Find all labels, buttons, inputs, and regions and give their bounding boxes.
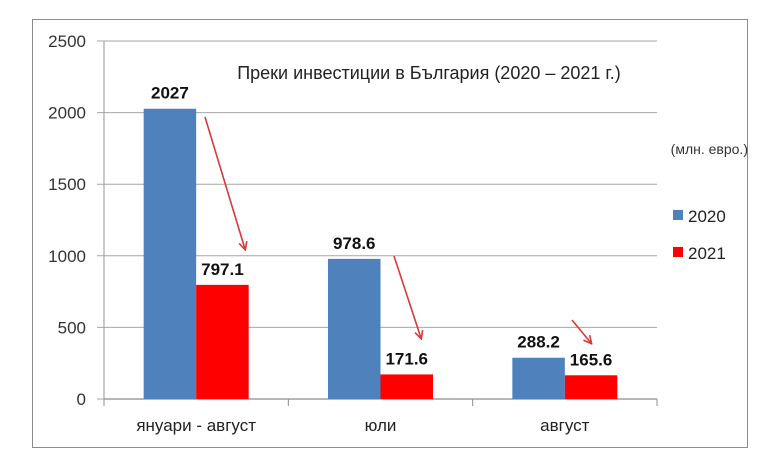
data-label: 978.6 <box>333 234 376 253</box>
data-label: 2027 <box>151 84 189 103</box>
y-tick-label: 0 <box>77 390 86 409</box>
y-tick-label: 2000 <box>48 104 86 123</box>
data-label: 797.1 <box>201 260 244 279</box>
y-tick-label: 500 <box>58 318 86 337</box>
bar-2021 <box>196 284 249 399</box>
data-label: 171.6 <box>385 349 428 368</box>
y-tick-label: 1000 <box>48 247 86 266</box>
legend: 2020 2021 <box>673 207 726 263</box>
legend-swatch-2020 <box>673 210 683 220</box>
x-category-label: юли <box>365 416 397 435</box>
legend-label: 2020 <box>688 207 726 226</box>
unit-label: (млн. евро.) <box>671 141 748 157</box>
category-group: 2027 797.1 януари - август <box>136 84 256 435</box>
legend-label: 2021 <box>688 244 726 263</box>
x-category-label: януари - август <box>136 416 256 435</box>
x-category-label: август <box>540 416 589 435</box>
legend-swatch-2021 <box>673 247 683 257</box>
decline-arrow-icon <box>393 255 421 338</box>
y-tick-label: 1500 <box>48 175 86 194</box>
decline-arrow-icon <box>571 319 591 343</box>
bar-2021 <box>380 374 433 399</box>
data-label: 288.2 <box>517 333 560 352</box>
category-group: 288.2 165.6 август <box>512 333 618 435</box>
data-label: 165.6 <box>570 350 613 369</box>
decline-arrow-icon <box>204 116 245 249</box>
category-group: 978.6 171.6 юли <box>328 234 433 435</box>
chart-title: Преки инвестиции в България (2020 – 2021… <box>237 63 621 83</box>
bar-2021 <box>564 375 618 399</box>
y-tick-label: 2500 <box>48 32 86 51</box>
bar-2020 <box>143 108 197 400</box>
bar-2020 <box>512 357 565 399</box>
bar-2020 <box>328 258 381 399</box>
